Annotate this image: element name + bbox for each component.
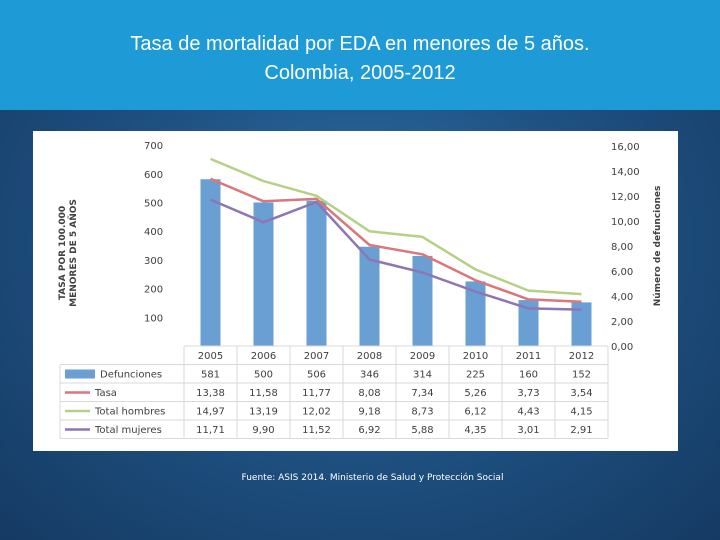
bar-defunciones-2006 <box>253 202 274 346</box>
data-label: 13,38 <box>196 388 225 399</box>
legend-label: Defunciones <box>100 370 162 381</box>
x-tick-label: 2007 <box>304 351 329 362</box>
chart-panel: 700 600 500 400 300 200 100 16,00 14,00 12,00 10,0… <box>33 131 678 451</box>
data-label: 3,01 <box>517 425 539 436</box>
data-label: 7,34 <box>411 388 433 399</box>
y-tick-label: 500 <box>144 199 163 210</box>
data-label: 11,52 <box>302 425 331 436</box>
data-label: 506 <box>307 370 326 381</box>
data-label: 9,90 <box>252 425 274 436</box>
data-label: 11,71 <box>196 425 225 436</box>
data-label: 4,43 <box>517 407 539 418</box>
data-label: 314 <box>413 370 432 381</box>
y2-tick-label: 10,00 <box>611 217 640 228</box>
x-tick-label: 2011 <box>516 351 541 362</box>
x-tick-label: 2005 <box>198 351 223 362</box>
y-tick-label: 400 <box>144 227 163 238</box>
data-label: 5,26 <box>464 388 486 399</box>
y2-tick-label: 0,00 <box>611 342 633 353</box>
data-label: 3,54 <box>570 388 592 399</box>
data-label: 9,18 <box>358 407 380 418</box>
x-tick-label: 2009 <box>410 351 435 362</box>
bar-defunciones-2008 <box>359 246 380 346</box>
data-label: 346 <box>360 370 379 381</box>
line-tasa <box>210 177 582 304</box>
bar-defunciones-2009 <box>412 255 433 346</box>
data-label: 4,35 <box>464 425 486 436</box>
data-label: 14,97 <box>196 407 225 418</box>
data-label: 5,88 <box>411 425 433 436</box>
title-band <box>0 0 720 110</box>
slide-title-line-1: Tasa de mortalidad por EDA en menores de… <box>130 33 590 55</box>
y2-tick-label: 6,00 <box>611 267 633 278</box>
y-tick-label: 700 <box>144 141 163 152</box>
line-total-hombres <box>210 157 582 296</box>
y-tick-label: 300 <box>144 256 163 267</box>
data-label: 581 <box>201 370 220 381</box>
y2-tick-label: 2,00 <box>611 317 633 328</box>
bar-defunciones-2005 <box>200 179 221 346</box>
data-label: 500 <box>254 370 273 381</box>
y2-tick-label: 14,00 <box>611 167 640 178</box>
x-tick-label: 2006 <box>251 351 276 362</box>
x-tick-label: 2010 <box>463 351 488 362</box>
legend-swatch-defunciones <box>65 369 95 379</box>
data-label: 12,02 <box>302 407 331 418</box>
y-axis-title-line-1: TASA POR 100.000 <box>58 206 68 300</box>
data-label: 6,92 <box>358 425 380 436</box>
data-label: 3,73 <box>517 388 539 399</box>
data-label: 8,08 <box>358 388 380 399</box>
legend-label: Total mujeres <box>94 425 162 436</box>
source-note: Fuente: ASIS 2014. Ministerio de Salud y… <box>241 473 504 483</box>
line-total-mujeres <box>210 198 582 311</box>
data-label: 4,15 <box>570 407 592 418</box>
legend-label: Tasa <box>94 388 117 399</box>
y-axis-title-line-2: MENORES DE 5 AÑOS <box>68 199 79 307</box>
x-tick-label: 2012 <box>569 351 594 362</box>
bar-defunciones-2007 <box>306 200 327 346</box>
y2-tick-label: 16,00 <box>611 142 640 153</box>
data-label: 13,19 <box>249 407 278 418</box>
y-tick-label: 100 <box>144 313 163 324</box>
data-label: 152 <box>572 370 591 381</box>
y-tick-label: 200 <box>144 285 163 296</box>
y2-tick-label: 12,00 <box>611 192 640 203</box>
slide-title: Tasa de mortalidad por EDA en menores de… <box>0 30 720 88</box>
bar-defunciones-2011 <box>518 300 539 346</box>
data-label: 11,58 <box>249 388 278 399</box>
y2-tick-label: 4,00 <box>611 292 633 303</box>
bar-defunciones-2010 <box>465 281 486 346</box>
data-label: 6,12 <box>464 407 486 418</box>
y2-tick-label: 8,00 <box>611 242 633 253</box>
slide-title-line-2: Colombia, 2005-2012 <box>264 62 456 84</box>
bar-defunciones-2012 <box>571 302 592 346</box>
data-label: 8,73 <box>411 407 433 418</box>
data-label: 160 <box>519 370 538 381</box>
y-tick-label: 600 <box>144 170 163 181</box>
data-label: 2,91 <box>570 425 592 436</box>
data-label: 225 <box>466 370 485 381</box>
y2-axis-title: Número de defunciones <box>653 186 663 307</box>
x-tick-label: 2008 <box>357 351 382 362</box>
legend-label: Total hombres <box>94 407 165 418</box>
chart-svg: 700 600 500 400 300 200 100 16,00 14,00 12,00 10,0… <box>58 141 663 439</box>
data-label: 11,77 <box>302 388 331 399</box>
